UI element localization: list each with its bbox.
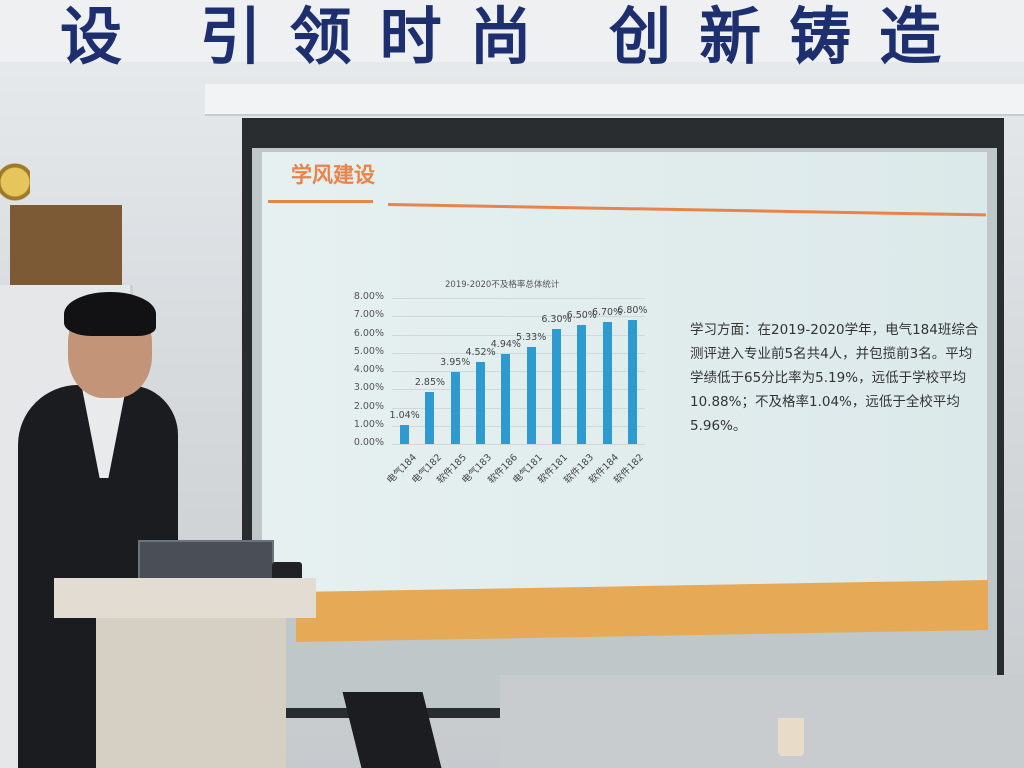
data-label: 6.50% (566, 310, 597, 322)
grid-line (392, 407, 645, 409)
bar (602, 321, 612, 444)
podium-top (54, 578, 316, 618)
y-tick-label: 6.00% (353, 327, 384, 339)
slide-title: 学风建设 (291, 163, 375, 187)
title-underline (268, 200, 373, 203)
bar (551, 329, 561, 444)
data-label: 6.80% (617, 304, 648, 316)
y-tick-label: 1.00% (353, 418, 384, 430)
table (500, 675, 1024, 768)
presenter-hair (64, 292, 156, 336)
grid-line (392, 316, 645, 318)
chart-title: 2019-2020不及格率总体统计 (445, 280, 560, 290)
data-label: 5.33% (516, 331, 547, 343)
grid-line (392, 298, 645, 299)
bar (425, 391, 435, 444)
data-label: 4.94% (490, 338, 521, 350)
podium (96, 618, 286, 768)
grid-line (392, 371, 645, 372)
grid-line (392, 334, 645, 336)
bar (526, 346, 536, 444)
data-label: 4.52% (465, 346, 496, 358)
data-label: 6.70% (591, 306, 623, 318)
grid-line (392, 444, 645, 445)
bar (577, 325, 587, 444)
y-tick-label: 2.00% (353, 400, 384, 412)
y-tick-label: 0.00% (353, 437, 384, 448)
y-tick-label: 8.00% (353, 291, 384, 302)
bar (501, 353, 511, 444)
data-label: 6.30% (541, 314, 572, 326)
banner-text: 设 引领时尚 创新铸造 (60, 0, 970, 73)
paper-cup (778, 718, 804, 756)
bar (400, 425, 410, 444)
wall-banner: 设 引领时尚 创新铸造 (0, 0, 1024, 73)
data-label: 1.04% (389, 410, 420, 422)
y-tick-label: 4.00% (353, 364, 384, 375)
y-tick-label: 7.00% (353, 309, 384, 321)
bar-chart: 2019-2020不及格率总体统计 0.00% 1.00% 2.00% 3.00% 4.… (340, 270, 660, 510)
data-label: 3.95% (440, 356, 471, 368)
slide (262, 152, 987, 592)
trophy (0, 158, 30, 278)
y-tick-label: 5.00% (353, 345, 384, 357)
bar (476, 361, 486, 444)
grid-line (392, 352, 645, 354)
slide-description: 学习方面：在2019-2020学年，电气184班综合测评进入专业前5名共4人，并… (690, 322, 979, 434)
bar (450, 371, 460, 444)
grid-line (392, 425, 645, 427)
bar (627, 319, 637, 444)
y-tick-label: 3.00% (353, 382, 384, 394)
data-label: 2.85% (414, 376, 446, 388)
mug (272, 562, 302, 582)
grid-line (392, 389, 645, 391)
screen-housing (205, 84, 1024, 116)
